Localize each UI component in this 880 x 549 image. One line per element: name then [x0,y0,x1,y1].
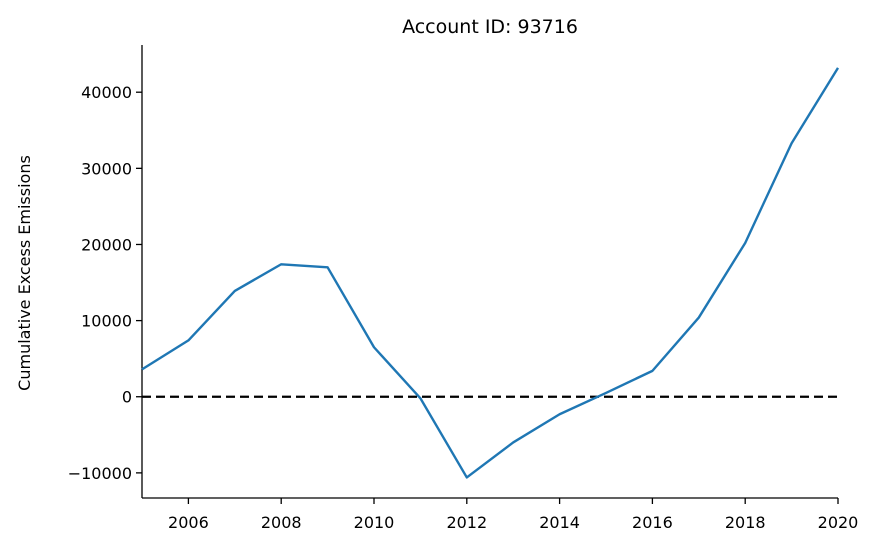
series-points [141,67,839,478]
x-tick-label: 2018 [725,513,766,532]
y-tick-label: 20000 [81,235,132,254]
series-line [141,67,840,479]
x-axis-ticks: 2006 2008 2010 2012 2014 2016 2018 2020 [168,498,858,532]
y-tick-label: 10000 [81,312,132,331]
x-tick-label: 2008 [261,513,302,532]
chart-title: Account ID: 93716 [402,16,578,38]
y-axis-ticks: −10000 0 10000 20000 30000 40000 [68,83,142,483]
x-tick-label: 2012 [446,513,487,532]
x-tick-label: 2006 [168,513,209,532]
y-tick-label: −10000 [68,464,132,483]
x-tick-label: 2020 [818,513,859,532]
y-tick-label: 30000 [81,159,132,178]
y-tick-label: 0 [122,388,132,407]
x-tick-label: 2016 [632,513,673,532]
y-tick-label: 40000 [81,83,132,102]
x-tick-label: 2014 [539,513,580,532]
y-axis-label: Cumulative Excess Emissions [15,155,34,391]
x-tick-label: 2010 [354,513,395,532]
